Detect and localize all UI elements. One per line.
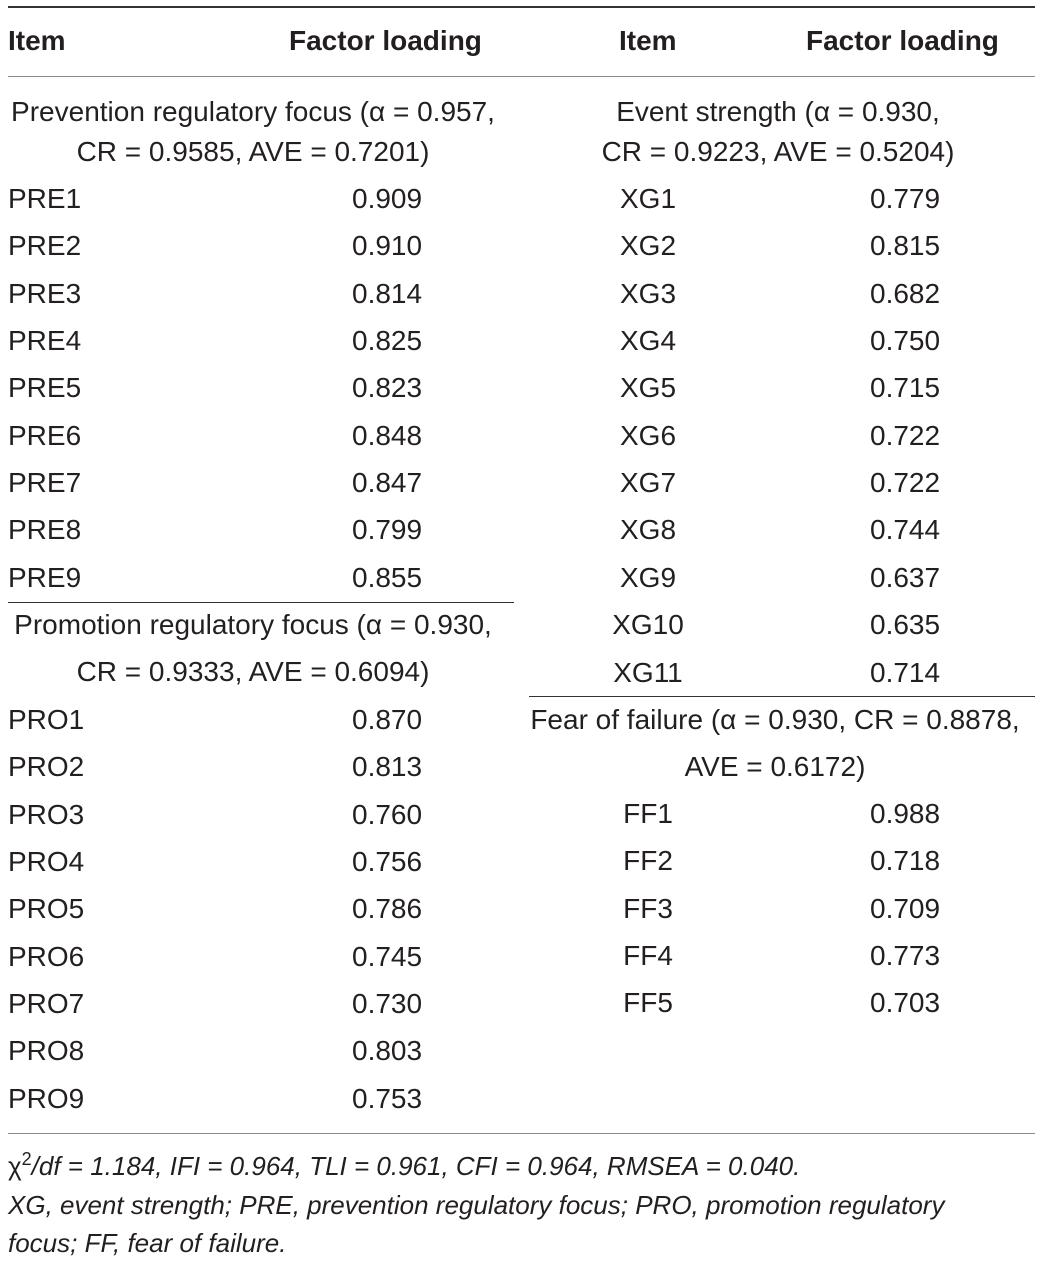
right-section-rule [529,696,1035,697]
row-factor-loading: 0.722 [870,467,941,499]
fear-of-failure-title-line1: Fear of failure (α = 0.930, CR = 0.8878, [530,704,1020,735]
row-item: XG5 [619,372,677,404]
row-factor-loading: 0.718 [870,845,941,877]
row-item: PRO4 [8,846,85,878]
row-factor-loading: 0.803 [352,1035,423,1067]
row-factor-loading: 0.988 [870,798,941,829]
abbreviations-line1: XG, event strength; PRE, prevention regu… [8,1190,945,1220]
prevention-title-line2: CR = 0.9585, AVE = 0.7201) [76,136,430,167]
row-item: PRO8 [8,1035,85,1067]
row-item: XG7 [619,467,677,499]
row-item: XG6 [619,419,677,451]
row-item: PRE1 [8,183,82,214]
row-item: PRE8 [8,514,82,546]
row-factor-loading: 0.709 [870,892,941,924]
row-factor-loading: 0.745 [352,940,423,972]
row-item: PRO2 [8,751,85,783]
row-item: FF1 [623,798,673,829]
header-item-left: Item [8,25,66,56]
row-item: PRO7 [8,988,85,1020]
row-item: PRE7 [8,467,82,499]
row-factor-loading: 0.730 [352,988,423,1020]
fit-indices-text: /df = 1.184, IFI = 0.964, TLI = 0.961, C… [31,1151,801,1181]
row-item: XG9 [619,561,677,593]
row-item: PRE5 [8,372,82,404]
row-factor-loading: 0.744 [870,514,941,546]
row-factor-loading: 0.756 [352,846,423,878]
row-factor-loading: 0.682 [870,277,941,309]
chi-symbol: χ [8,1151,22,1181]
row-item: PRO3 [8,798,85,830]
top-rule [8,6,1035,8]
row-item: PRO6 [8,940,85,972]
row-factor-loading: 0.773 [870,940,941,972]
chi-superscript: 2 [21,1149,32,1169]
row-factor-loading: 0.825 [352,325,423,357]
header-factor-loading-right: Factor loading [806,25,999,56]
row-item: PRO9 [8,1082,85,1114]
row-item: FF4 [623,940,673,972]
row-item: PRO5 [8,893,85,925]
row-item: PRE4 [8,325,82,357]
row-item: XG8 [619,514,677,546]
row-factor-loading: 0.760 [352,798,423,830]
row-item: XG11 [613,656,683,688]
row-item: FF2 [623,845,673,877]
row-factor-loading: 0.786 [352,893,423,925]
row-item: FF3 [623,892,673,924]
row-factor-loading: 0.815 [870,230,941,262]
row-factor-loading: 0.635 [870,609,941,641]
row-factor-loading: 0.909 [352,183,423,214]
row-factor-loading: 0.779 [870,183,941,214]
row-item: XG10 [612,609,684,641]
promotion-title-line1: Promotion regulatory focus (α = 0.930, [14,609,492,640]
row-factor-loading: 0.870 [352,704,423,735]
header-item-right: Item [619,25,677,56]
row-factor-loading: 0.813 [352,751,423,783]
abbreviations-line2: focus; FF, fear of failure. [8,1228,287,1258]
row-item: XG2 [619,230,677,262]
row-item: XG3 [619,277,677,309]
row-item: XG4 [619,325,677,357]
row-factor-loading: 0.637 [870,561,941,593]
left-section-rule [8,602,514,603]
row-item: PRE3 [8,277,82,309]
row-factor-loading: 0.722 [870,419,941,451]
row-factor-loading: 0.703 [870,987,941,1019]
event-strength-title-line1: Event strength (α = 0.930, [616,96,940,127]
row-factor-loading: 0.910 [352,230,423,262]
row-factor-loading: 0.799 [352,514,423,546]
row-item: FF5 [623,987,673,1019]
row-item: PRE6 [8,419,82,451]
event-strength-title-line2: CR = 0.9223, AVE = 0.5204) [601,136,955,167]
row-factor-loading: 0.814 [352,277,423,309]
row-factor-loading: 0.855 [352,561,423,593]
row-factor-loading: 0.714 [870,656,941,688]
prevention-title-line1: Prevention regulatory focus (α = 0.957, [11,96,495,127]
row-factor-loading: 0.750 [870,325,941,357]
promotion-title-line2: CR = 0.9333, AVE = 0.6094) [76,656,430,687]
bottom-rule [8,1133,1035,1134]
fit-indices-note: χ2/df = 1.184, IFI = 0.964, TLI = 0.961,… [8,1150,800,1182]
row-factor-loading: 0.847 [352,467,423,499]
row-factor-loading: 0.848 [352,419,423,451]
row-item: PRE2 [8,230,82,262]
row-factor-loading: 0.823 [352,372,423,404]
row-item: PRE9 [8,561,82,593]
fear-of-failure-title-line2: AVE = 0.6172) [684,751,866,782]
header-factor-loading-left: Factor loading [289,25,482,56]
header-rule [8,76,1035,77]
row-item: PRO1 [8,704,85,735]
row-item: XG1 [619,183,677,214]
row-factor-loading: 0.715 [870,372,941,404]
row-factor-loading: 0.753 [352,1082,423,1114]
